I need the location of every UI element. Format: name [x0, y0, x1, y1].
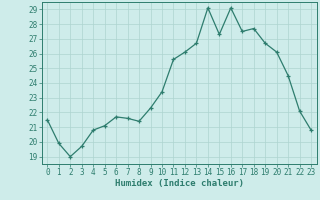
X-axis label: Humidex (Indice chaleur): Humidex (Indice chaleur)	[115, 179, 244, 188]
